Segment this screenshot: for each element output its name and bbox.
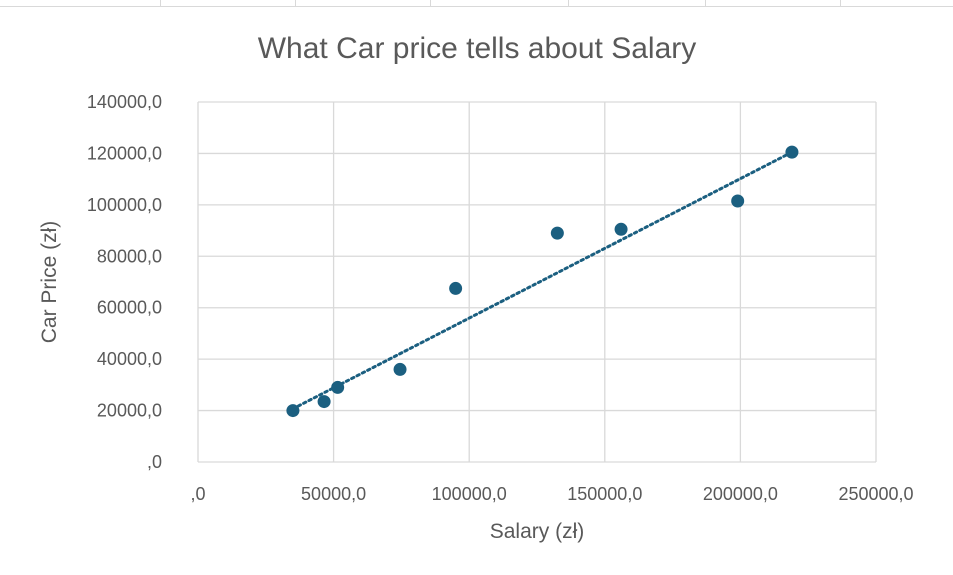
x-axis-label: Salary (zł) [490,520,585,543]
y-axis-label: Car Price (zł) [38,221,61,344]
y-tick-label: 120000,0 [87,143,162,163]
y-axis-ticks: ,0 20000,0 40000,0 60000,0 80000,0 100000,0 12… [87,92,162,472]
x-tick-label: 50000,0 [301,484,366,504]
gridlines [197,101,877,463]
x-tick-label: 200000,0 [703,484,778,504]
data-point [731,194,745,208]
y-tick-label: 80000,0 [97,246,162,266]
y-tick-label: 100000,0 [87,195,162,215]
column-divider [160,0,161,6]
data-point [550,226,564,240]
y-tick-label: 20000,0 [97,401,162,421]
y-tick-label: 140000,0 [87,92,162,112]
data-point [785,145,799,159]
column-divider [840,0,841,6]
y-tick-label: ,0 [147,452,162,472]
trendline [291,150,794,411]
data-point [286,404,300,418]
x-axis-ticks: ,0 50000,0 100000,0 150000,0 200000,0 250000,… [190,484,913,504]
column-divider [568,0,569,6]
x-tick-label: 250000,0 [838,484,913,504]
x-tick-label: ,0 [190,484,205,504]
trendline-group [291,150,794,411]
x-tick-label: 150000,0 [567,484,642,504]
y-tick-label: 40000,0 [97,349,162,369]
column-divider [705,0,706,6]
y-tick-label: 60000,0 [97,298,162,318]
spreadsheet-header-strip [0,0,953,7]
data-point [614,222,628,236]
column-divider [430,0,431,6]
data-point [449,281,463,295]
data-point [317,395,331,409]
x-tick-label: 100000,0 [432,484,507,504]
data-points [286,145,799,418]
column-divider [295,0,296,6]
chart-title: What Car price tells about Salary [258,32,697,65]
data-point [331,380,345,394]
data-point [393,362,407,376]
